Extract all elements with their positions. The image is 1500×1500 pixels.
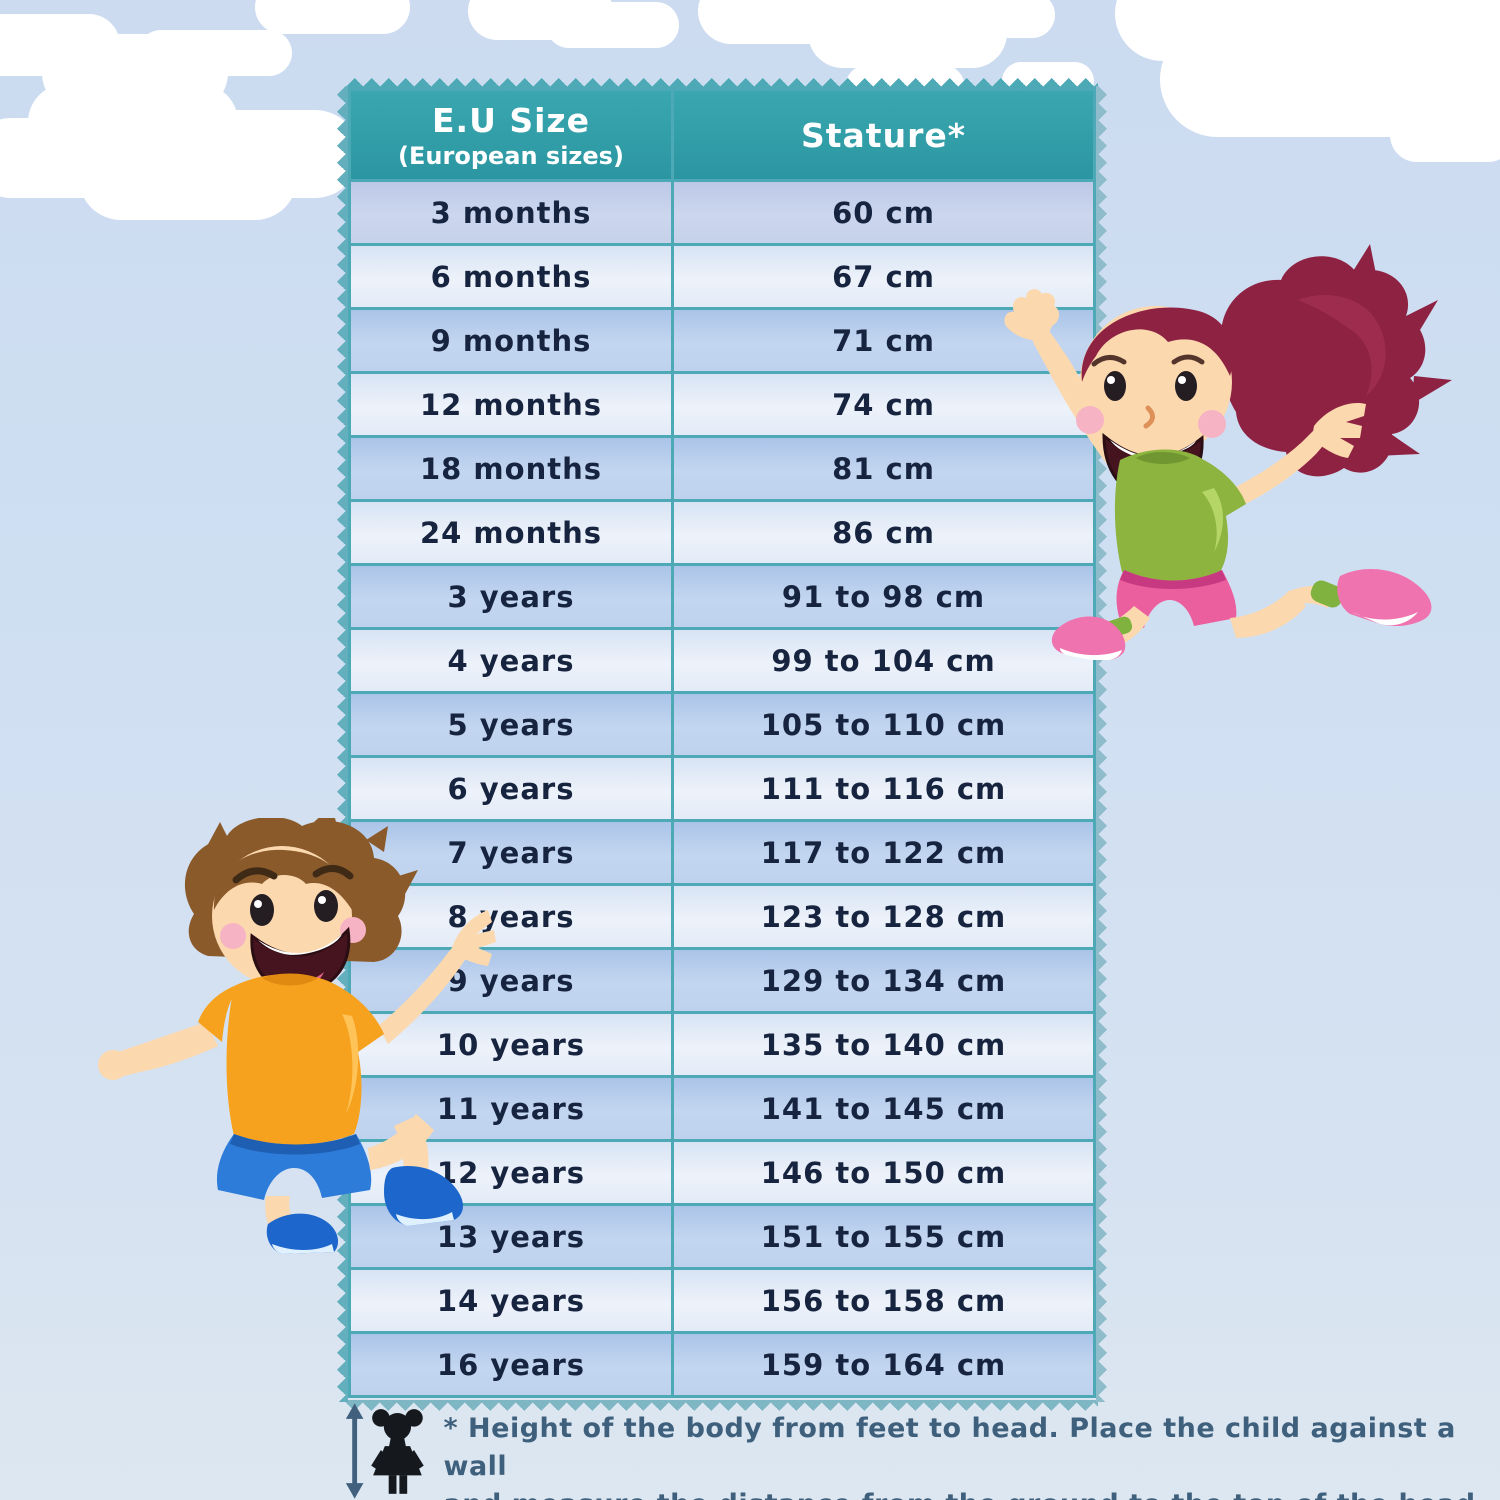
header-eu-size-subtitle: (European sizes) bbox=[398, 141, 624, 170]
size-cell: 16 years bbox=[351, 1334, 671, 1395]
footnote-line2: and measure the distance from the ground… bbox=[444, 1486, 1500, 1500]
table-row: 7 years 117 to 122 cm bbox=[351, 822, 1093, 883]
stature-cell: 123 to 128 cm bbox=[674, 886, 1093, 947]
cloud bbox=[255, 0, 410, 34]
cloud bbox=[0, 14, 120, 76]
header-eu-size-title: E.U Size bbox=[431, 100, 591, 140]
cloud bbox=[698, 0, 893, 44]
table-row: 3 months 60 cm bbox=[351, 182, 1093, 243]
cloud bbox=[1115, 0, 1385, 61]
size-cell: 12 months bbox=[351, 374, 671, 435]
size-cell: 9 years bbox=[351, 950, 671, 1011]
size-cell: 6 months bbox=[351, 246, 671, 307]
cloud bbox=[468, 0, 613, 40]
table-row: 10 years 135 to 140 cm bbox=[351, 1014, 1093, 1075]
stature-cell: 141 to 145 cm bbox=[674, 1078, 1093, 1139]
table-row: 14 years 156 to 158 cm bbox=[351, 1270, 1093, 1331]
zigzag-border-bottom bbox=[346, 1400, 1098, 1411]
header-stature: Stature* bbox=[674, 91, 1093, 179]
cloud bbox=[930, 0, 1055, 38]
size-cell: 24 months bbox=[351, 502, 671, 563]
stature-cell: 135 to 140 cm bbox=[674, 1014, 1093, 1075]
size-cell: 3 months bbox=[351, 182, 671, 243]
size-cell: 6 years bbox=[351, 758, 671, 819]
table-row: 8 years 123 to 128 cm bbox=[351, 886, 1093, 947]
table-row: 3 years 91 to 98 cm bbox=[351, 566, 1093, 627]
size-table: E.U Size (European sizes) Stature* 3 mon… bbox=[348, 88, 1096, 1398]
cloud bbox=[28, 84, 238, 160]
table-row: 12 months 74 cm bbox=[351, 374, 1093, 435]
stature-cell: 111 to 116 cm bbox=[674, 758, 1093, 819]
size-cell: 9 months bbox=[351, 310, 671, 371]
footnote: * Height of the body from feet to head. … bbox=[342, 1402, 1500, 1500]
stature-cell: 159 to 164 cm bbox=[674, 1334, 1093, 1395]
size-cell: 4 years bbox=[351, 630, 671, 691]
table-row: 4 years 99 to 104 cm bbox=[351, 630, 1093, 691]
table-row: 16 years 159 to 164 cm bbox=[351, 1334, 1093, 1395]
table-row: 9 years 129 to 134 cm bbox=[351, 950, 1093, 1011]
size-cell: 14 years bbox=[351, 1270, 671, 1331]
stature-cell: 105 to 110 cm bbox=[674, 694, 1093, 755]
stature-cell: 86 cm bbox=[674, 502, 1093, 563]
girl-illustration bbox=[1004, 244, 1452, 660]
stature-cell: 99 to 104 cm bbox=[674, 630, 1093, 691]
table-row: 5 years 105 to 110 cm bbox=[351, 694, 1093, 755]
size-cell: 18 months bbox=[351, 438, 671, 499]
stature-cell: 117 to 122 cm bbox=[674, 822, 1093, 883]
table-row: 13 years 151 to 155 cm bbox=[351, 1206, 1093, 1267]
table-row: 6 years 111 to 116 cm bbox=[351, 758, 1093, 819]
table-row: 11 years 141 to 145 cm bbox=[351, 1078, 1093, 1139]
size-cell: 3 years bbox=[351, 566, 671, 627]
measure-child-icon bbox=[345, 1403, 424, 1499]
stature-cell: 151 to 155 cm bbox=[674, 1206, 1093, 1267]
size-cell: 11 years bbox=[351, 1078, 671, 1139]
stature-cell: 129 to 134 cm bbox=[674, 950, 1093, 1011]
table-row: 18 months 81 cm bbox=[351, 438, 1093, 499]
stature-cell: 146 to 150 cm bbox=[674, 1142, 1093, 1203]
size-cell: 5 years bbox=[351, 694, 671, 755]
cloud bbox=[1390, 108, 1500, 162]
table-row: 6 months 67 cm bbox=[351, 246, 1093, 307]
stature-cell: 67 cm bbox=[674, 246, 1093, 307]
header-stature-title: Stature* bbox=[801, 115, 966, 155]
table-header-row: E.U Size (European sizes) Stature* bbox=[351, 91, 1093, 179]
stature-cell: 74 cm bbox=[674, 374, 1093, 435]
boy-illustration bbox=[98, 818, 496, 1254]
stature-cell: 81 cm bbox=[674, 438, 1093, 499]
zigzag-border-top bbox=[346, 78, 1098, 89]
size-cell: 7 years bbox=[351, 822, 671, 883]
footnote-line1: * Height of the body from feet to head. … bbox=[443, 1413, 1456, 1482]
stature-cell: 60 cm bbox=[674, 182, 1093, 243]
zigzag-border-right bbox=[1096, 86, 1107, 1402]
table-body: 3 months 60 cm 6 months 67 cm 9 months 71 c… bbox=[351, 182, 1093, 1395]
header-eu-size: E.U Size (European sizes) bbox=[351, 91, 671, 179]
stature-cell: 156 to 158 cm bbox=[674, 1270, 1093, 1331]
stature-cell: 91 to 98 cm bbox=[674, 566, 1093, 627]
table-row: 24 months 86 cm bbox=[351, 502, 1093, 563]
size-cell: 10 years bbox=[351, 1014, 671, 1075]
zigzag-border-left bbox=[337, 86, 348, 1402]
table-row: 9 months 71 cm bbox=[351, 310, 1093, 371]
